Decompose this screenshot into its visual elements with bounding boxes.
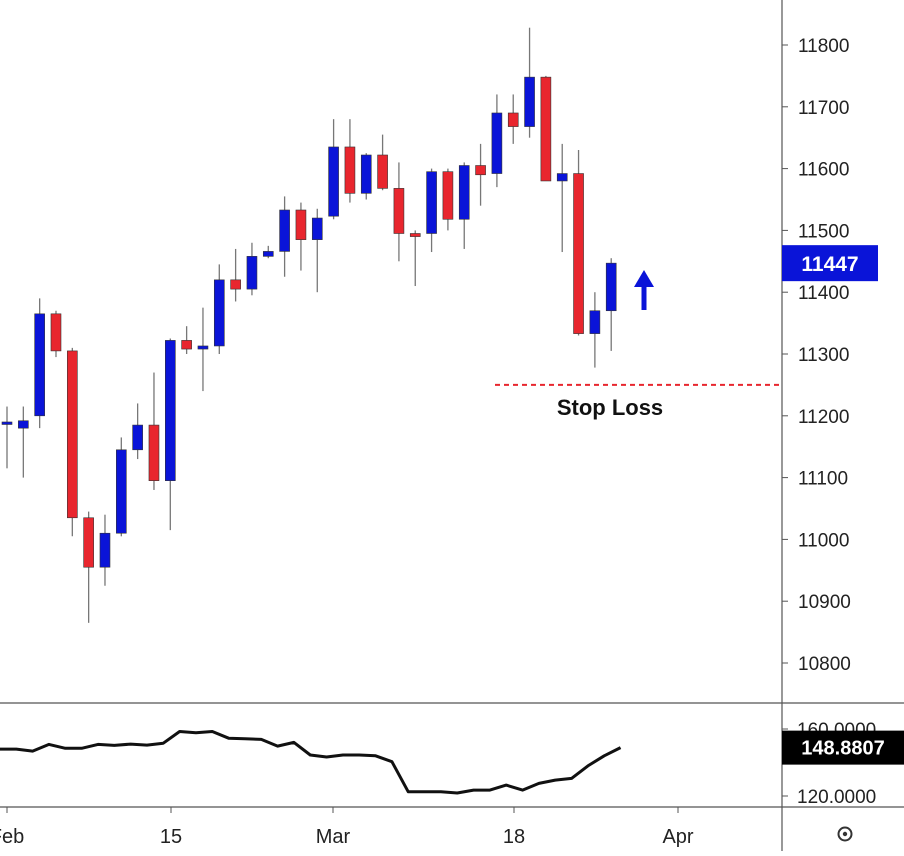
- candle-body: [344, 146, 356, 194]
- candle-body: [116, 449, 127, 534]
- indicator-tick-label: 120.0000: [797, 787, 876, 808]
- time-tick-label: Mar: [316, 826, 351, 848]
- candle-body: [393, 188, 405, 234]
- candle-body: [67, 350, 78, 519]
- candles-layer: [1, 27, 617, 623]
- time-tick-label: Apr: [662, 826, 693, 848]
- price-tick-label: 11400: [798, 283, 849, 304]
- indicator-pane: [0, 730, 622, 795]
- candle-body: [426, 171, 437, 234]
- indicator-value-tag: 148.8807: [782, 730, 904, 765]
- candle-body: [279, 209, 290, 252]
- up-arrow-icon: [634, 270, 654, 310]
- price-axis: 11800 11700 11600 11500 11400 11300 11200 11100…: [782, 36, 851, 675]
- candle-body: [99, 532, 111, 568]
- candle-body: [377, 154, 388, 189]
- candle-body: [132, 424, 143, 451]
- price-tick-label: 11100: [798, 469, 848, 490]
- candle-body: [181, 340, 192, 350]
- candle-body: [213, 279, 225, 347]
- candle-body: [246, 256, 258, 290]
- price-tick-label: 11200: [798, 407, 849, 428]
- candle-body: [262, 251, 274, 257]
- candle-body: [540, 76, 552, 182]
- price-tick-label: 11800: [798, 36, 849, 57]
- indicator-value: 148.8807: [801, 738, 884, 760]
- candle-body: [230, 279, 241, 290]
- time-axis: Feb 15 Mar 18 Apr: [0, 807, 694, 848]
- candle-body: [295, 209, 307, 240]
- candle-body: [442, 171, 454, 220]
- candle-body: [556, 173, 568, 182]
- candle-body: [589, 310, 601, 334]
- candle-body: [1, 421, 13, 425]
- time-tick-label: 18: [503, 826, 525, 848]
- price-tick-label: 11000: [798, 530, 849, 551]
- candle-body: [573, 173, 584, 334]
- price-tick-label: 11700: [798, 98, 849, 119]
- candle-body: [165, 340, 176, 481]
- price-tick-label: 11600: [798, 160, 849, 181]
- price-tick-label: 10900: [798, 592, 851, 613]
- candle-body: [328, 146, 339, 217]
- candle-body: [491, 112, 503, 174]
- last-price-tag: 11447: [782, 245, 878, 282]
- price-tick-label: 10800: [798, 654, 851, 675]
- price-tick-label: 11300: [798, 345, 849, 366]
- last-price-value: 11447: [801, 253, 858, 276]
- indicator-series-line: [0, 730, 622, 795]
- candle-body: [458, 165, 470, 220]
- candle-body: [83, 517, 94, 568]
- price-tick-label: 11500: [798, 221, 849, 242]
- time-tick-label: 15: [160, 826, 182, 848]
- candle-body: [507, 112, 519, 127]
- stop-loss-label: Stop Loss: [557, 395, 663, 420]
- candle-body: [197, 345, 209, 350]
- candle-body: [360, 154, 372, 194]
- candle-body: [475, 165, 486, 176]
- candle-body: [34, 313, 45, 417]
- candle-body: [605, 262, 617, 312]
- candle-body: [148, 424, 160, 481]
- candle-body: [311, 217, 323, 240]
- gear-icon[interactable]: [837, 826, 853, 842]
- time-tick-label: Feb: [0, 826, 24, 848]
- candle-body: [18, 420, 29, 429]
- candle-body: [524, 76, 535, 127]
- candle-body: [409, 233, 421, 237]
- candle-body: [50, 313, 62, 352]
